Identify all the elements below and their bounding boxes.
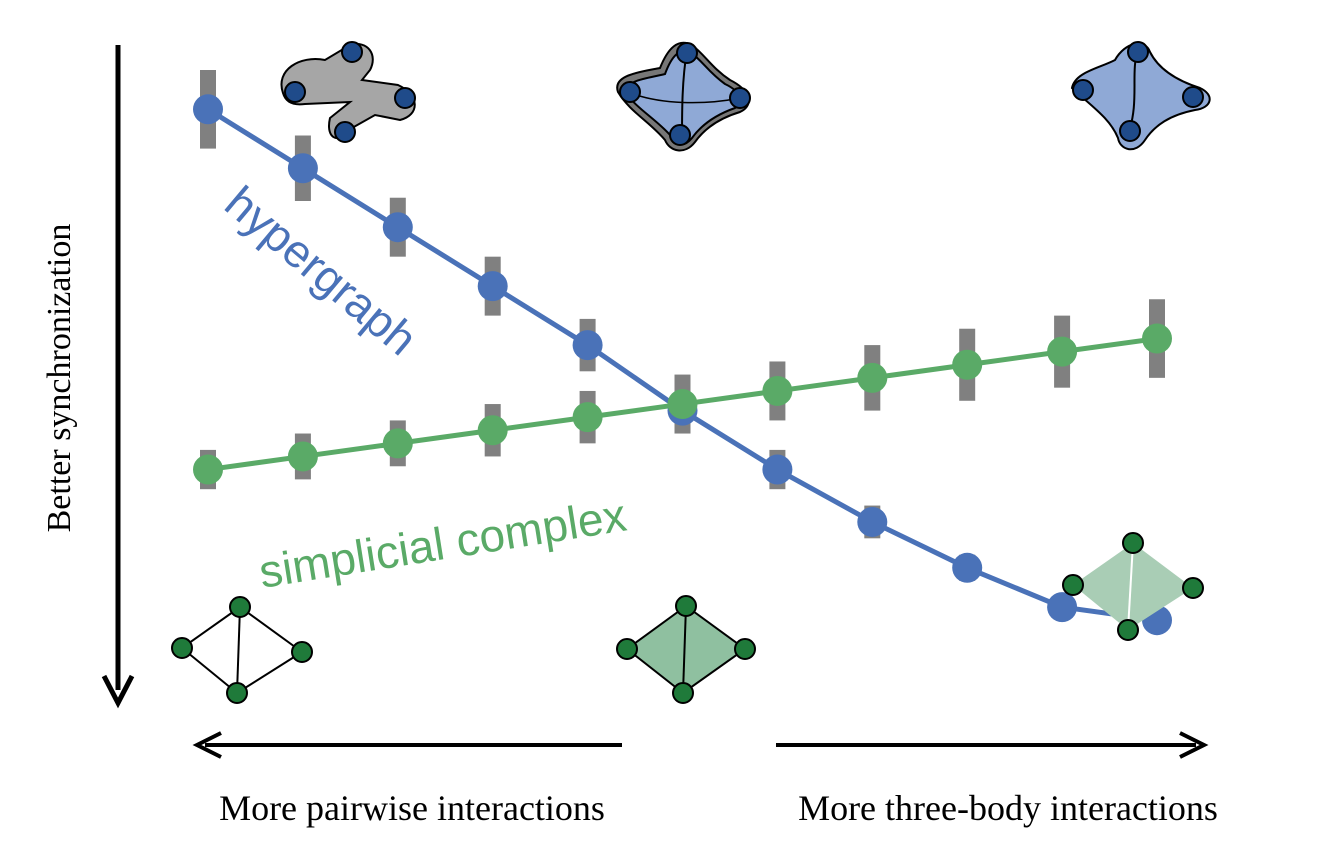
hypergraph-point — [193, 94, 223, 125]
hypergraph-point — [382, 212, 413, 243]
simplicial-complex-point — [572, 402, 603, 433]
simplicial-complex-point — [667, 389, 698, 420]
simplicial-complex-point — [1047, 336, 1078, 367]
hypergraph-point — [762, 454, 793, 485]
hypergraph-point — [287, 153, 318, 184]
y-axis — [101, 45, 135, 709]
simplicial-complex-point — [193, 454, 223, 485]
simplicial-complex-label: simplicial complex — [255, 489, 629, 598]
three-body-hypergraph-icon — [1070, 41, 1211, 151]
data-points — [193, 94, 1172, 636]
hypergraph-point — [572, 330, 603, 361]
hypergraph-point — [857, 506, 888, 537]
pairwise-arrow — [192, 731, 622, 759]
simplicial-complex-point — [287, 441, 318, 472]
simplicial-complex-point — [1142, 323, 1172, 354]
simplicial-complex-three-body-icon — [1062, 532, 1204, 641]
x-right-label: More three-body interactions — [798, 788, 1218, 828]
y-axis-label: Better synchronization — [41, 224, 78, 533]
pairwise-hypergraph-icon — [280, 41, 416, 143]
simplicial-complex-point — [382, 428, 413, 459]
simplicial-complex-point — [857, 362, 888, 393]
x-left-label: More pairwise interactions — [219, 788, 605, 828]
pairwise-graph-icon — [171, 596, 313, 704]
simplicial-complex-point — [477, 415, 508, 446]
simplicial-complex-point — [762, 375, 793, 406]
three-body-arrow — [776, 731, 1209, 759]
hypergraph-point — [477, 271, 508, 302]
mixed-hypergraph-icon — [616, 41, 751, 152]
simplicial-complex-point — [952, 349, 983, 380]
hypergraph-point — [952, 552, 983, 583]
simplicial-complex-mixed-icon — [616, 595, 756, 704]
hypergraph-point — [1047, 592, 1078, 623]
